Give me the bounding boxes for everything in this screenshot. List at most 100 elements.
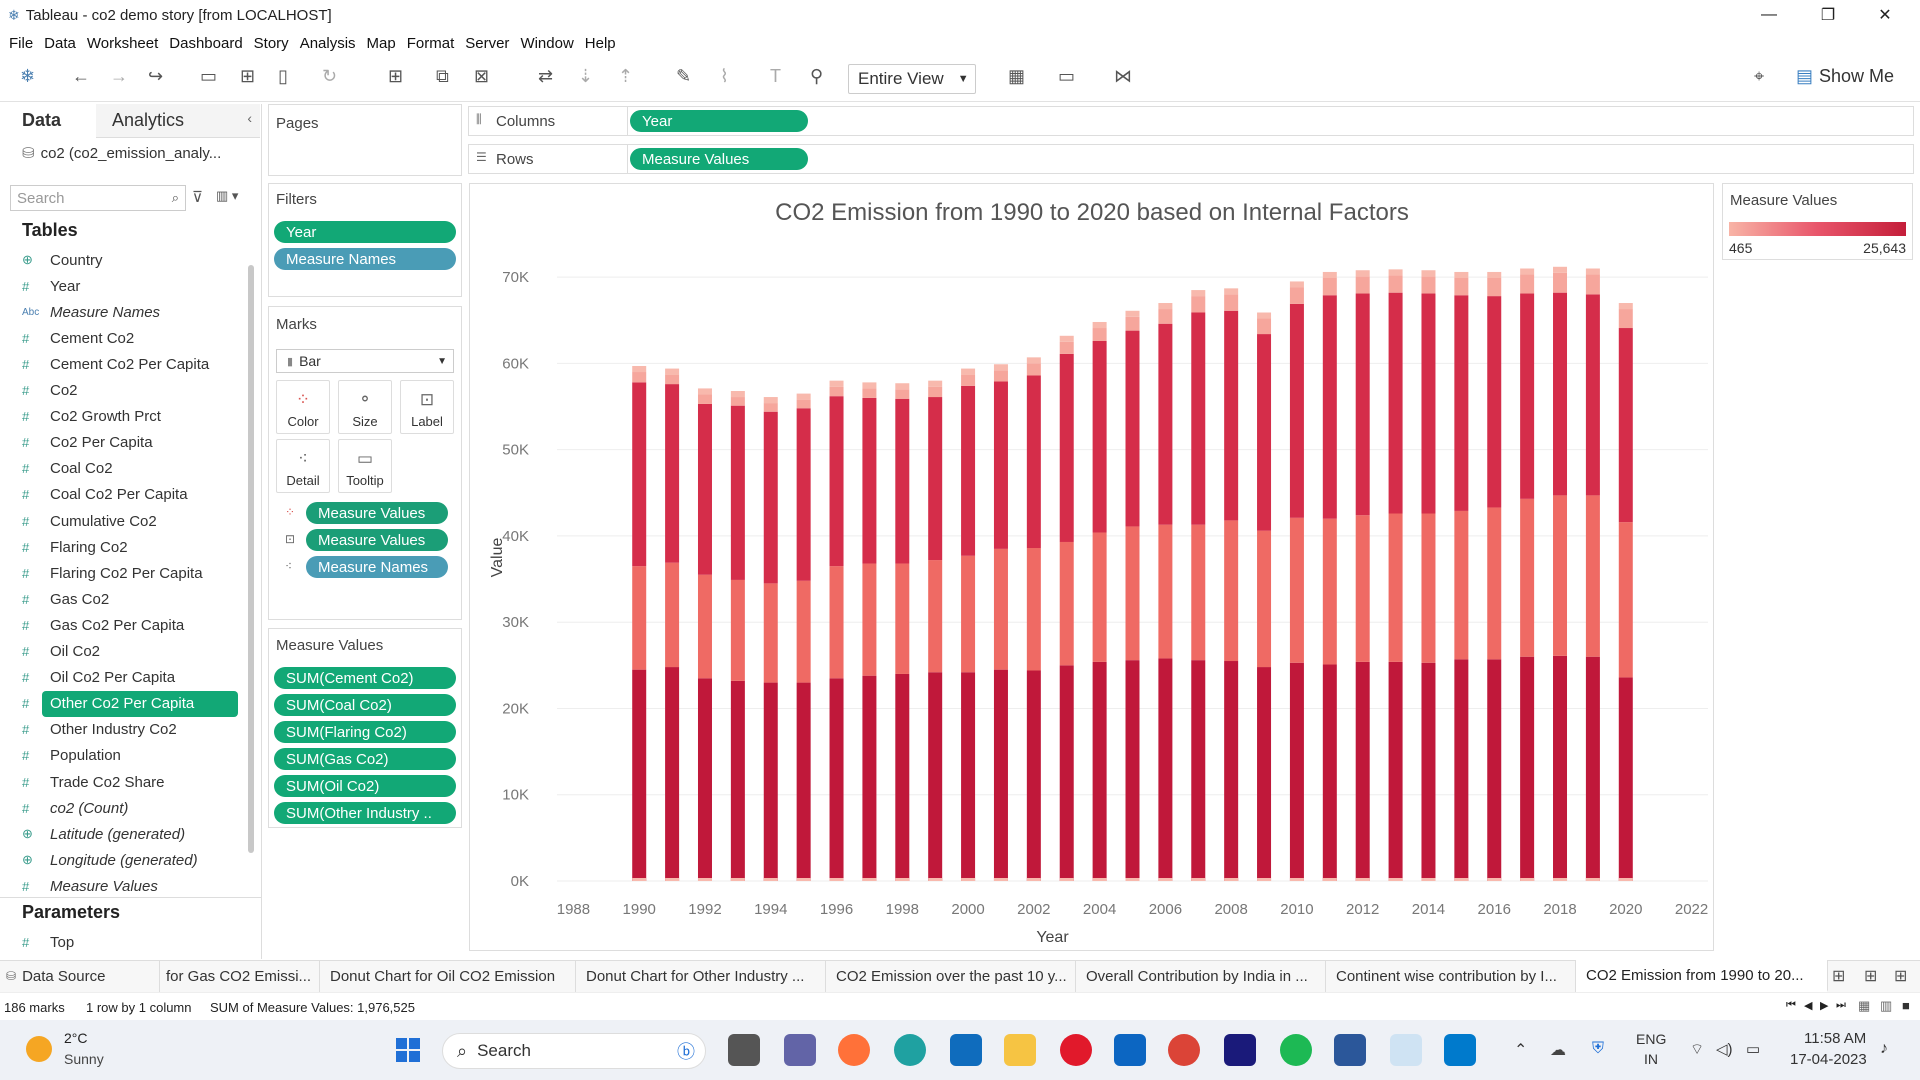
spotify-icon[interactable] — [1280, 1034, 1312, 1066]
menu-story[interactable]: Story — [253, 34, 289, 52]
menu-data[interactable]: Data — [44, 34, 76, 52]
tooltip-button[interactable]: ▭ Tooltip — [338, 439, 392, 493]
menu-help[interactable]: Help — [584, 34, 616, 52]
scrollbar[interactable] — [248, 265, 254, 853]
word-icon[interactable] — [1334, 1034, 1366, 1066]
minimize-button[interactable]: — — [1761, 6, 1777, 23]
nav-last-icon[interactable]: ⏭ — [1836, 999, 1846, 1011]
field-item[interactable]: # Flaring Co2 Per Capita — [0, 560, 240, 586]
search-field[interactable]: Search ⌕ — [10, 185, 186, 211]
sort-asc-icon[interactable]: ⇣ — [578, 66, 594, 86]
tab-co2-10y[interactable]: CO2 Emission over the past 10 y... — [826, 960, 1076, 992]
field-item[interactable]: ⊕ Longitude (generated) — [0, 847, 240, 873]
highlight-icon[interactable]: ✎ — [676, 66, 692, 86]
app-s-icon[interactable] — [1114, 1034, 1146, 1066]
size-button[interactable]: ⚬ Size — [338, 380, 392, 434]
file-explorer-icon[interactable] — [1004, 1034, 1036, 1066]
field-item[interactable]: Abc Measure Names — [0, 299, 240, 325]
field-item[interactable]: # Trade Co2 Share — [0, 769, 240, 795]
tab-co2-1990-2020-active[interactable]: CO2 Emission from 1990 to 20... — [1576, 960, 1828, 992]
measure-value-pill[interactable]: SUM(Coal Co2) — [274, 694, 456, 716]
menu-worksheet[interactable]: Worksheet — [86, 34, 159, 52]
mark-pill-detail[interactable]: Measure Names — [306, 556, 448, 578]
duplicate-icon[interactable]: ⧉ — [436, 66, 449, 86]
tab-other-industry[interactable]: Donut Chart for Other Industry ... — [576, 960, 826, 992]
view-size-select[interactable]: Entire View ▼ — [848, 64, 976, 94]
detail-button[interactable]: ⁖ Detail — [276, 439, 330, 493]
firefox-icon[interactable] — [838, 1034, 870, 1066]
parameter-top[interactable]: # Top — [0, 929, 240, 955]
swap-icon[interactable]: ⇄ — [538, 66, 554, 86]
security-icon[interactable]: ⛨ — [1592, 1040, 1605, 1057]
webex-icon[interactable] — [1224, 1034, 1256, 1066]
replay-icon[interactable]: ↪ — [148, 66, 164, 86]
tabs-icon[interactable]: ■ — [1902, 998, 1910, 1013]
pages-shelf[interactable] — [268, 104, 462, 176]
nav-next-icon[interactable]: ▶ — [1820, 1000, 1829, 1012]
field-item[interactable]: # Gas Co2 — [0, 586, 240, 612]
measure-value-pill[interactable]: SUM(Other Industry .. — [274, 802, 456, 824]
share-icon[interactable]: ⋈ — [1114, 66, 1132, 86]
show-cards-icon[interactable]: ▦ — [1008, 66, 1026, 86]
battery-icon[interactable]: ▭ — [1746, 1041, 1761, 1058]
new-worksheet-icon[interactable]: ⊞ — [388, 66, 404, 86]
field-item[interactable]: # Cement Co2 — [0, 325, 240, 351]
vscode-icon[interactable] — [1444, 1034, 1476, 1066]
nav-first-icon[interactable]: ⏮ — [1786, 999, 1796, 1011]
wifi-icon[interactable]: ⌔ — [1690, 1041, 1705, 1058]
clear-sheet-icon[interactable]: ⊠ — [474, 66, 490, 86]
save-icon[interactable]: ▭ — [200, 66, 218, 86]
fix-axes-icon[interactable]: ⚲ — [810, 66, 824, 86]
menu-format[interactable]: Format — [406, 34, 455, 52]
filmstrip-icon[interactable]: ▥ — [1880, 998, 1893, 1013]
field-item[interactable]: # Population — [0, 743, 240, 769]
rows-pill-measure-values[interactable]: Measure Values — [630, 148, 808, 170]
measure-value-pill[interactable]: SUM(Cement Co2) — [274, 667, 456, 689]
show-me-button[interactable]: ▤ Show Me — [1796, 66, 1894, 87]
tab-data[interactable]: Data — [0, 104, 96, 138]
maximize-button[interactable]: ❐ — [1820, 7, 1836, 24]
filter-pill-measure-names[interactable]: Measure Names — [274, 248, 456, 270]
menu-dashboard[interactable]: Dashboard — [169, 34, 243, 52]
clock-time[interactable]: 11:58 AM — [1804, 1030, 1867, 1047]
field-item[interactable]: # Flaring Co2 — [0, 534, 240, 560]
collapse-icon[interactable]: ‹ — [247, 110, 252, 126]
datasource-item[interactable]: ⛁ co2 (co2_emission_analy... — [22, 144, 221, 163]
field-item[interactable]: # Coal Co2 — [0, 456, 240, 482]
onedrive-icon[interactable]: ☁ — [1550, 1042, 1566, 1059]
mark-pill-label[interactable]: Measure Values — [306, 529, 448, 551]
field-item[interactable]: # Oil Co2 — [0, 639, 240, 665]
nav-prev-icon[interactable]: ◀ — [1804, 1000, 1813, 1012]
label-button[interactable]: ⊡ Label — [400, 380, 454, 434]
undo-icon[interactable]: ← — [72, 66, 90, 86]
columns-pill-year[interactable]: Year — [630, 110, 808, 132]
tab-gas-co2[interactable]: for Gas CO2 Emissi... — [160, 960, 320, 992]
paint-icon[interactable]: ⌖ — [1754, 66, 1765, 86]
field-item[interactable]: # Measure Values — [0, 873, 240, 899]
tab-analytics[interactable]: Analytics ‹ — [96, 104, 260, 138]
new-dashboard-tab-icon[interactable]: ⊞ — [1864, 968, 1878, 985]
weather-sun-icon[interactable] — [26, 1036, 52, 1062]
notification-icon[interactable]: ♪ — [1880, 1040, 1888, 1057]
field-item[interactable]: # Coal Co2 Per Capita — [0, 482, 240, 508]
mark-type-select[interactable]: ▮ Bar ▼ — [276, 349, 454, 373]
menu-window[interactable]: Window — [520, 34, 574, 52]
task-view-icon[interactable] — [728, 1034, 760, 1066]
tab-oil-co2[interactable]: Donut Chart for Oil CO2 Emission — [320, 960, 576, 992]
teams-icon[interactable] — [784, 1034, 816, 1066]
edge-icon[interactable] — [894, 1034, 926, 1066]
filter-pill-year[interactable]: Year — [274, 221, 456, 243]
field-item[interactable]: # Gas Co2 Per Capita — [0, 612, 240, 638]
redo-icon[interactable]: → — [110, 66, 128, 86]
tableau-home-icon[interactable]: ❄ — [20, 66, 36, 86]
volume-icon[interactable]: ◁) — [1716, 1041, 1733, 1058]
measure-value-pill[interactable]: SUM(Gas Co2) — [274, 748, 456, 770]
new-story-tab-icon[interactable]: ⊞ — [1894, 968, 1908, 985]
menu-map[interactable]: Map — [366, 34, 396, 52]
new-datasource-icon[interactable]: ⊞ — [240, 66, 256, 86]
field-item[interactable]: # Other Co2 Per Capita — [22, 690, 238, 717]
field-item[interactable]: # Other Industry Co2 — [0, 717, 240, 743]
group-icon[interactable]: ⌇ — [720, 66, 729, 86]
close-button[interactable]: ✕ — [1878, 7, 1892, 24]
field-item[interactable]: # Cement Co2 Per Capita — [0, 351, 240, 377]
